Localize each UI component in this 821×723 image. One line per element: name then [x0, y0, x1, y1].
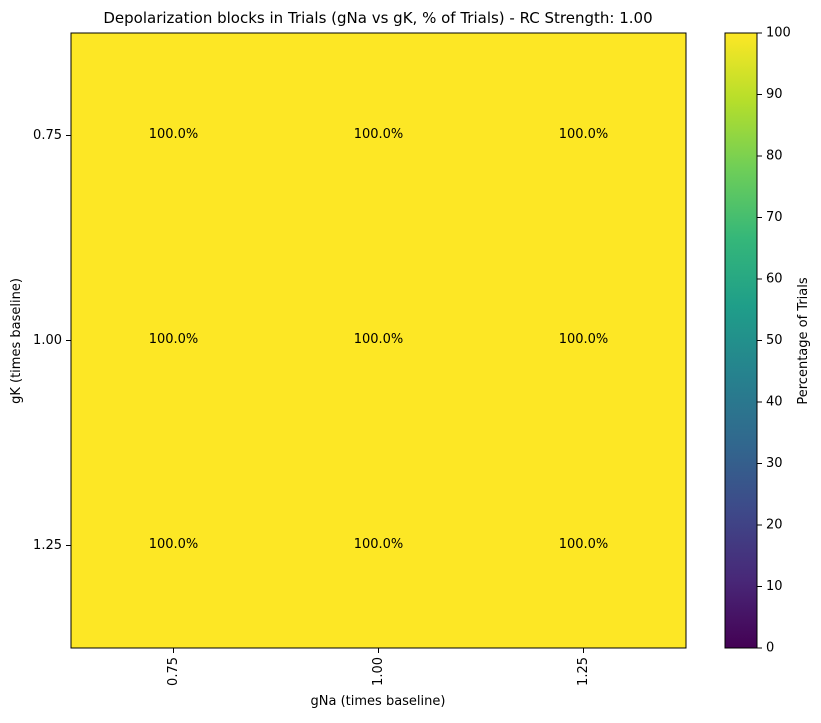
y-tick-label: 1.25 [33, 538, 62, 553]
heatmap-cell [276, 443, 482, 649]
colorbar-tick-label: 100 [766, 26, 791, 41]
cell-value-label: 100.0% [149, 537, 199, 552]
heatmap-cells [71, 33, 687, 649]
cell-value-label: 100.0% [354, 537, 404, 552]
heatmap-cell [481, 443, 687, 649]
y-tick-label: 0.75 [33, 128, 62, 143]
colorbar-tick-label: 40 [766, 395, 783, 410]
cell-labels: 100.0% 100.0% 100.0% 100.0% 100.0% 100.0% 100.… [149, 127, 609, 552]
heatmap-cell [71, 443, 277, 649]
cell-value-label: 100.0% [149, 332, 199, 347]
heatmap-cell [71, 238, 277, 444]
colorbar-label: Percentage of Trials [796, 277, 811, 404]
chart-title: Depolarization blocks in Trials (gNa vs … [103, 9, 652, 27]
heatmap-cell [481, 238, 687, 444]
y-axis-ticks: 0.75 1.00 1.25 [33, 128, 71, 553]
x-axis-ticks: 0.75 1.00 1.25 [166, 648, 591, 686]
colorbar-tick-label: 50 [766, 333, 783, 348]
x-axis-label: gNa (times baseline) [311, 694, 446, 709]
colorbar-tick-label: 60 [766, 272, 783, 287]
cell-value-label: 100.0% [559, 537, 609, 552]
x-tick-label: 1.00 [371, 657, 386, 686]
colorbar-tick-label: 80 [766, 149, 783, 164]
y-tick-label: 1.00 [33, 333, 62, 348]
heatmap-cell [276, 33, 482, 239]
cell-value-label: 100.0% [354, 127, 404, 142]
x-tick-label: 1.25 [576, 657, 591, 686]
colorbar-tick-label: 20 [766, 518, 783, 533]
colorbar-tick-label: 30 [766, 456, 783, 471]
colorbar-tick-label: 70 [766, 210, 783, 225]
colorbar-tick-label: 90 [766, 87, 783, 102]
colorbar-gradient [724, 32, 758, 649]
heatmap-cell [276, 238, 482, 444]
heatmap-cell [481, 33, 687, 239]
heatmap-cell [71, 33, 277, 239]
colorbar: 0 10 20 30 40 50 60 70 80 90 100 [724, 26, 791, 656]
cell-value-label: 100.0% [559, 332, 609, 347]
y-axis-label: gK (times baseline) [9, 278, 24, 404]
colorbar-tick-label: 10 [766, 579, 783, 594]
cell-value-label: 100.0% [149, 127, 199, 142]
x-tick-label: 0.75 [166, 657, 181, 686]
cell-value-label: 100.0% [559, 127, 609, 142]
colorbar-tick-label: 0 [766, 641, 774, 656]
cell-value-label: 100.0% [354, 332, 404, 347]
